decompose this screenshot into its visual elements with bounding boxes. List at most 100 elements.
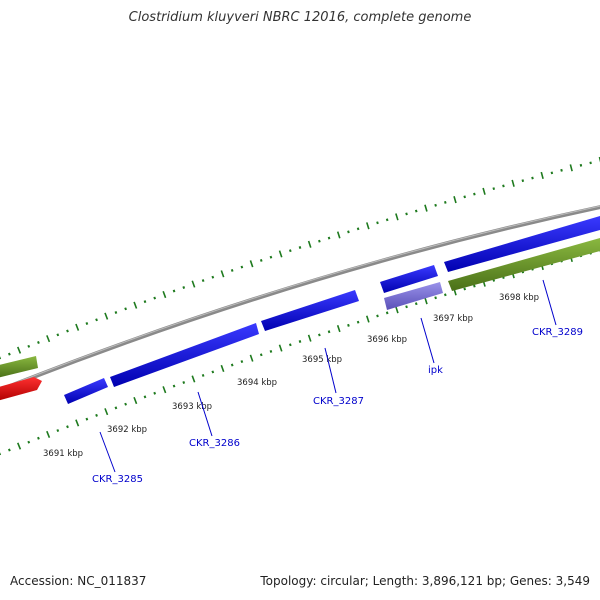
inner-tick-mark [153,391,157,395]
leader-CKR_3289 [542,279,557,326]
inner-tick-mark [162,386,167,394]
inner-tick-mark [95,413,98,417]
gene-label-CKR_3285[interactable]: CKR_3285 [92,474,143,485]
inner-tick-mark [249,354,254,362]
outer-tick-mark [240,265,244,269]
outer-tick-mark [17,346,22,354]
inner-tick-mark [114,406,118,410]
outer-tick-mark [124,307,127,311]
inner-tick-mark [405,305,408,309]
outer-tick-mark [259,258,263,262]
inner-tick-mark [66,425,69,429]
genome-title: Clostridium kluyveri NBRC 12016, complet… [128,10,472,25]
outer-tick-mark [133,301,138,309]
leader-CKR_3286 [197,391,213,437]
gene-cds-blue-small [380,265,438,293]
inner-tick-mark [347,323,350,327]
accession-text: Accession: NC_011837 [10,574,147,588]
inner-tick-mark [424,297,428,305]
outer-tick-mark [521,179,525,183]
outer-tick-mark [7,352,11,356]
gene-CKR_3286-arrow [110,323,259,387]
inner-tick-mark [473,284,476,288]
kbp-label: 3691 kbp [43,449,83,459]
gene-label-CKR_3287[interactable]: CKR_3287 [313,396,364,407]
outer-tick-mark [414,209,418,213]
inner-tick-mark [211,370,215,374]
gene-CKR_3285-arrow [64,378,108,404]
gene-cds-blue-long [444,216,600,272]
inner-tick-mark [201,373,205,377]
outer-tick-mark [66,329,69,333]
outer-tick-mark [444,201,447,204]
gene-cds-olive-left-upper [0,356,38,378]
outer-tick-mark [318,239,321,243]
kbp-label: 3694 kbp [237,378,277,388]
gene-label-ipk[interactable]: ipk [428,365,443,376]
outer-tick-mark [473,192,476,196]
outer-tick-mark [307,240,312,248]
outer-tick-mark [560,168,563,172]
gene-label-leaders [99,279,557,473]
inner-tick-mark [269,349,273,353]
outer-tick-track [0,156,600,360]
gene-label-CKR_3286[interactable]: CKR_3286 [189,438,240,449]
kbp-label: 3693 kbp [172,402,212,412]
outer-tick-mark [75,323,80,331]
inner-tick-mark [463,287,466,291]
outer-tick-mark [395,213,399,221]
gene-labels: CKR_3285 CKR_3286 CKR_3287 ipk CKR_3289 [92,327,583,485]
inner-tick-mark [56,429,60,433]
outer-tick-mark [463,195,466,199]
outer-tick-mark [569,164,573,172]
inner-tick-mark [356,320,360,324]
outer-tick-mark [182,286,186,289]
kbp-label: 3696 kbp [367,335,407,345]
kbp-label: 3695 kbp [302,355,342,365]
inner-tick-mark [259,353,263,357]
outer-tick-mark [336,231,341,239]
gene-label-CKR_3289[interactable]: CKR_3289 [532,327,583,338]
outer-tick-mark [385,218,389,222]
outer-tick-mark [366,222,370,230]
outer-tick-mark [540,171,544,180]
inner-tick-mark [85,417,89,421]
outer-tick-mark [424,204,428,212]
outer-tick-mark [278,250,283,258]
inner-tick-mark [240,360,244,364]
inner-tick-mark [288,343,292,347]
outer-tick-mark [405,212,408,216]
inner-tick-mark [414,302,418,306]
outer-tick-mark [531,176,534,180]
outer-tick-mark [220,270,225,278]
kbp-label: 3692 kbp [107,425,147,435]
inner-tick-mark [133,396,138,405]
inner-tick-mark [278,344,283,352]
outer-tick-mark [37,340,40,344]
genome-backbone-highlight [0,205,600,390]
outer-tick-mark [153,296,157,300]
kbp-label: 3697 kbp [433,314,473,324]
outer-tick-mark [114,310,118,314]
outer-tick-mark [249,260,254,268]
inner-tick-mark [307,334,312,342]
inner-tick-mark [318,333,321,337]
outer-tick-mark [56,333,60,337]
gene-ipk-arrow [384,282,443,310]
gene-CKR_3289-arrow [448,238,600,291]
inner-tick-mark [230,363,234,367]
inner-tick-mark [191,375,196,383]
outer-tick-mark [85,322,89,326]
outer-tick-mark [46,335,51,343]
outer-tick-mark [502,184,505,188]
inner-tick-mark [37,436,40,440]
genome-backbone [0,205,600,393]
outer-tick-mark [327,236,331,240]
inner-tick-mark [46,430,51,438]
outer-tick-mark [434,203,437,207]
inner-tick-mark [385,311,389,315]
inner-tick-mark [444,293,447,297]
outer-tick-mark [482,187,486,195]
inner-tick-mark [327,330,331,334]
